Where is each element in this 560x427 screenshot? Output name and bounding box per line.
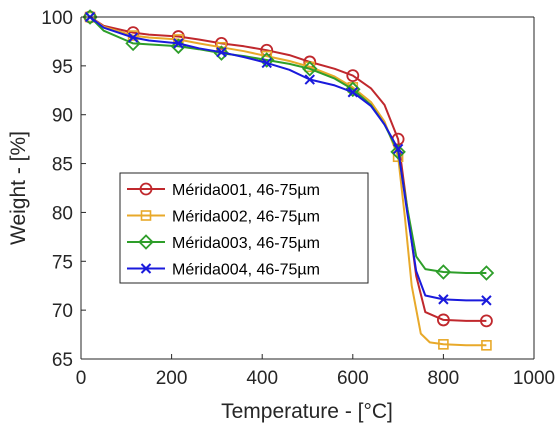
- x-tick-label: 1000: [513, 368, 555, 389]
- legend-item: Mérida001, 46-75µm: [127, 182, 320, 199]
- y-tick-label: 95: [52, 57, 73, 78]
- series-marker: [480, 314, 493, 328]
- legend-label: Mérida002, 46-75µm: [172, 209, 320, 226]
- series-4: [84, 11, 492, 306]
- legend-marker: [139, 182, 153, 196]
- legend-item: Mérida004, 46-75µm: [127, 262, 320, 279]
- series-marker: [435, 264, 452, 280]
- legend-label: Mérida003, 46-75µm: [172, 235, 320, 252]
- series-marker: [261, 57, 272, 69]
- series-marker: [481, 340, 492, 351]
- axes: [80, 16, 535, 360]
- legend-item: Mérida003, 46-75µm: [127, 234, 320, 252]
- y-tick-label: 70: [52, 301, 73, 322]
- series-marker: [436, 313, 450, 327]
- y-tick-label: 90: [52, 106, 73, 127]
- series-marker: [304, 74, 315, 85]
- series-line: [89, 16, 487, 322]
- legend-box: [119, 172, 369, 284]
- y-tick-label: 100: [41, 8, 73, 29]
- y-tick-label: 85: [52, 155, 73, 176]
- x-tick-label: 200: [156, 368, 188, 389]
- series-marker: [215, 36, 228, 50]
- y-tick-label: 80: [52, 203, 73, 224]
- series-marker: [478, 265, 495, 281]
- series-marker: [346, 69, 360, 83]
- y-tick-label: 75: [52, 252, 73, 273]
- y-tick-label: 65: [52, 350, 73, 371]
- series-marker: [481, 295, 492, 306]
- series-marker: [392, 143, 404, 155]
- x-axis-title: Temperature - [°C]: [221, 400, 393, 423]
- series-marker: [345, 81, 361, 98]
- series-marker: [301, 61, 318, 77]
- series-marker: [173, 38, 184, 49]
- x-tick-label: 400: [246, 368, 278, 389]
- legend-label: Mérida004, 46-75µm: [172, 262, 320, 279]
- legend-marker: [140, 263, 152, 274]
- x-tick-label: 0: [76, 368, 87, 389]
- series-marker: [258, 52, 275, 68]
- series-marker: [438, 339, 449, 350]
- legend-marker: [140, 210, 152, 221]
- ticks: 0 200 400 600 800 1000 65 70 75 80 85 90 95 100: [41, 8, 555, 389]
- series-marker: [127, 32, 139, 43]
- series-line: [89, 16, 487, 347]
- series-marker: [390, 144, 406, 160]
- series-marker: [438, 294, 449, 305]
- x-tick-label: 800: [428, 368, 460, 389]
- y-axis-title: Weight - [%]: [7, 131, 30, 245]
- series-marker: [347, 87, 359, 98]
- legend-marker: [138, 234, 154, 250]
- legend: Mérida001, 46-75µm Mérida002, 46-75µm Méri…: [119, 172, 369, 284]
- series-marker: [216, 46, 227, 58]
- series-layer: [82, 9, 495, 351]
- series-line: [89, 16, 487, 274]
- series-2: [84, 11, 492, 351]
- x-tick-label: 600: [337, 368, 369, 389]
- series-line: [89, 16, 487, 302]
- series-marker: [82, 9, 98, 25]
- legend-label: Mérida001, 46-75µm: [172, 182, 320, 199]
- legend-item: Mérida002, 46-75µm: [127, 209, 320, 226]
